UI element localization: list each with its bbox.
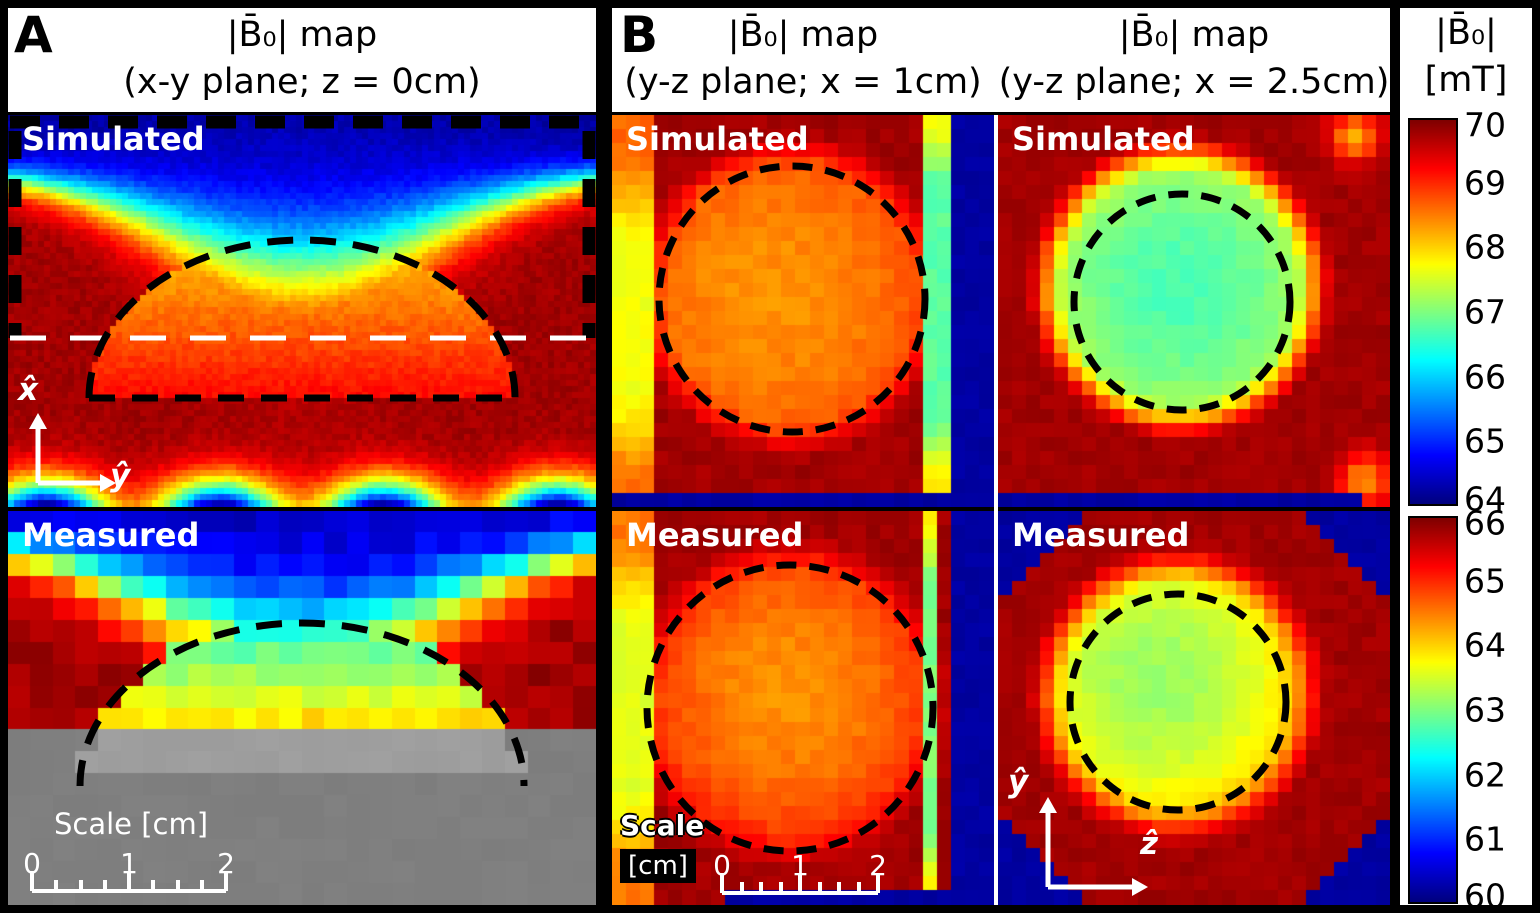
map-b2-simulated-overlay [1070, 190, 1294, 414]
map-b2-measured: Measured ŷ ẑ [998, 511, 1390, 905]
map-a-measured: Measured Scale [cm] 0 1 2 [8, 511, 596, 905]
phantom-circle-outline [1070, 190, 1294, 414]
scale-tick-2: 2 [217, 847, 235, 880]
panel-b-col1-title-line2: (y-z plane; x = 1cm) [624, 61, 982, 102]
colorbar-top-tick-64: 64 [1464, 479, 1506, 519]
map-a-simulated-overlay [8, 115, 596, 492]
phantom-circle-outline [643, 561, 937, 855]
colorbar-bottom-tick-65: 65 [1464, 561, 1506, 601]
scale-bar-label-line2: [cm] [620, 849, 696, 883]
map-b2-measured-overlay [1039, 590, 1290, 896]
panel-a-label: A [14, 6, 53, 64]
phantom-dome-outline [76, 619, 528, 787]
panel-b-col2-title-line2: (y-z plane; x = 2.5cm) [998, 61, 1390, 102]
yz-axes-arrows [1039, 797, 1148, 896]
z-axis-label: ẑ [1140, 826, 1159, 862]
scale-ruler [30, 871, 228, 893]
colorbar-top-tick-68: 68 [1464, 227, 1506, 267]
heatmap-b1-simulated-canvas [612, 115, 994, 507]
y-axis-label: ŷ [110, 458, 131, 494]
map-b2-measured-label: Measured [1012, 516, 1190, 554]
panel-b-col2-title: |B̄₀| map (y-z plane; x = 2.5cm) [998, 12, 1390, 106]
colorbar-title-line2: [mT] [1424, 59, 1508, 100]
scale-tick-1: 1 [791, 849, 809, 882]
map-a-simulated: Simulated x̂ ŷ [8, 115, 596, 507]
panel-b-col1-title-line1: |B̄₀| map [727, 15, 879, 55]
colorbar-panel: |B̄₀| [mT] 70 69 68 67 66 65 64 66 65 64… [1400, 8, 1532, 913]
scale-bar-label-line1: Scale [620, 809, 705, 842]
scale-tick-0: 0 [23, 847, 41, 880]
map-b1-measured-overlay [643, 561, 937, 895]
colorbar-bottom-tick-61: 61 [1464, 819, 1506, 859]
colorbar-bottom-tick-66: 66 [1464, 503, 1506, 543]
panel-a-header: A |B̄₀| map (x-y plane; z = 0cm) [8, 8, 596, 112]
colorbar-bottom-tick-60: 60 [1464, 876, 1506, 913]
map-b1-measured: Measured Scale [cm] 0 1 2 [612, 511, 994, 905]
map-a-simulated-label: Simulated [22, 120, 205, 158]
colorbar-top-tick-69: 69 [1464, 163, 1506, 203]
panel-b-col1-title: |B̄₀| map (y-z plane; x = 1cm) [612, 12, 994, 106]
panel-b-header: B |B̄₀| map (y-z plane; x = 1cm) |B̄₀| m… [612, 8, 1390, 112]
scale-tick-0: 0 [713, 849, 731, 882]
map-a-measured-overlay [30, 619, 528, 893]
y-axis-label: ŷ [1008, 764, 1029, 800]
xy-axes-arrows [29, 413, 116, 492]
y-axis-arrowhead-icon [1039, 797, 1057, 813]
heatmap-b2-measured-canvas [998, 511, 1390, 905]
colorbar-title-line1: |B̄₀| [1435, 13, 1497, 53]
y-axis-arrowhead-icon [100, 474, 116, 492]
colorbar-bottom-tick-63: 63 [1464, 690, 1506, 730]
x-axis-label: x̂ [18, 372, 38, 408]
panel-b-col2-title-line1: |B̄₀| map [1118, 15, 1270, 55]
panel-a-title: |B̄₀| map (x-y plane; z = 0cm) [8, 12, 596, 106]
panel-a-title-line1: |B̄₀| map [226, 15, 378, 55]
heatmap-a-simulated-canvas [8, 115, 596, 507]
phantom-circle-outline [1066, 590, 1290, 814]
colorbar-title: |B̄₀| [mT] [1400, 10, 1532, 104]
map-b1-measured-label: Measured [626, 516, 804, 554]
map-a-measured-label: Measured [22, 516, 200, 554]
colorbar-bottom-tick-62: 62 [1464, 755, 1506, 795]
x-axis-arrowhead-icon [29, 413, 47, 429]
map-b1-simulated-overlay [655, 162, 929, 436]
colorbar-top-tick-66: 66 [1464, 357, 1506, 397]
colorbar-top-tick-70: 70 [1464, 105, 1506, 145]
scale-ruler [720, 873, 880, 895]
heatmap-b2-simulated-canvas [998, 115, 1390, 507]
panel-b-column-divider [994, 115, 998, 905]
map-b2-simulated-label: Simulated [1012, 120, 1195, 158]
z-axis-arrowhead-icon [1132, 878, 1148, 896]
map-b1-simulated-label: Simulated [626, 120, 809, 158]
scale-tick-1: 1 [120, 847, 138, 880]
map-b2-simulated: Simulated [998, 115, 1390, 507]
phantom-dome-outline [85, 236, 519, 399]
colorbar-top-gradient [1408, 118, 1458, 506]
scale-bar-label: Scale [cm] [54, 807, 209, 841]
scale-tick-2: 2 [869, 849, 887, 882]
phantom-circle-outline [655, 162, 929, 436]
panel-b-label: B [620, 6, 659, 64]
map-b1-simulated: Simulated [612, 115, 994, 507]
colorbar-top-tick-65: 65 [1464, 421, 1506, 461]
colorbar-bottom-tick-64: 64 [1464, 625, 1506, 665]
colorbar-top-tick-67: 67 [1464, 292, 1506, 332]
panel-a-title-line2: (x-y plane; z = 0cm) [123, 61, 481, 102]
colorbar-bottom-gradient [1408, 516, 1458, 904]
